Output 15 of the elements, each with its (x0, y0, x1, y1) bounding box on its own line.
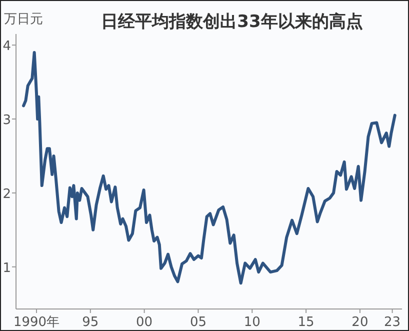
x-tick-label: 10 (244, 315, 260, 330)
x-tick-label: 05 (190, 315, 206, 330)
x-tick-label: 20 (352, 315, 368, 330)
y-axis-title: 万日元 (4, 12, 43, 27)
y-tick-label: 2 (2, 186, 11, 202)
line-series (22, 50, 396, 285)
x-tick-label: 23 (384, 315, 401, 330)
x-tick-label: 15 (298, 315, 314, 330)
x-tick-label: 95 (82, 315, 99, 330)
y-tick-label: 3 (2, 113, 11, 128)
x-tick-label: 1990年 (13, 315, 60, 330)
y-tick-label: 1 (2, 260, 11, 276)
chart-title: 日经平均指数创出33年以来的高点 (101, 12, 363, 32)
x-tick-label: 00 (136, 315, 153, 330)
y-tick-label: 4 (2, 39, 11, 54)
